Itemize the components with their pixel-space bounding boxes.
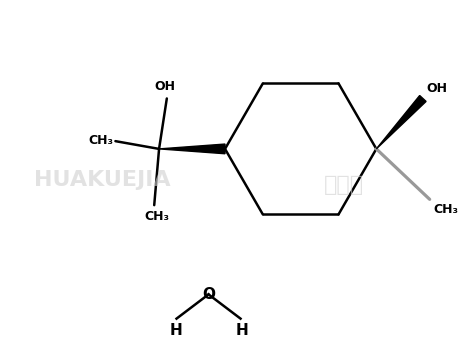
Text: H: H <box>235 323 247 338</box>
Text: 化学加: 化学加 <box>324 175 364 195</box>
Polygon shape <box>375 95 425 149</box>
Text: CH₃: CH₃ <box>144 210 169 223</box>
Text: OH: OH <box>426 82 447 95</box>
Text: OH: OH <box>154 80 175 93</box>
Text: CH₃: CH₃ <box>433 203 458 215</box>
Text: HUAKUEJIA: HUAKUEJIA <box>34 170 170 190</box>
Text: O: O <box>202 287 214 302</box>
Text: CH₃: CH₃ <box>88 134 113 147</box>
Polygon shape <box>159 144 224 154</box>
Text: H: H <box>169 323 181 338</box>
